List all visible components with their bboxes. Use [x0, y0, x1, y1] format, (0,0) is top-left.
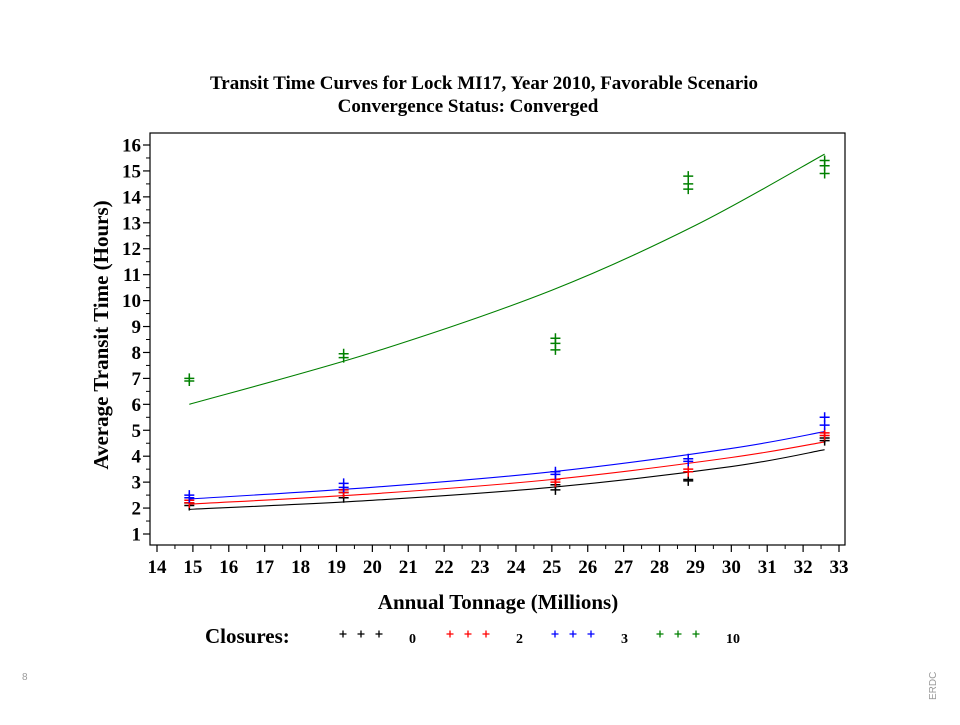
plot-frame — [149, 132, 846, 546]
legend-marker-3 — [569, 630, 577, 638]
x-axis: 14 15 16 17 18 19 20 21 22 23 24 25 26 27 28 29 30 31 32 33 — [148, 545, 849, 578]
fit-curve-2 — [189, 441, 825, 505]
data-point-10 — [550, 333, 561, 344]
y-tick-label: 1 — [132, 525, 142, 546]
x-tick-label: 32 — [794, 557, 813, 578]
chart-title: Transit Time Curves for Lock MI17, Year … — [210, 73, 758, 94]
y-tick-label: 4 — [132, 447, 142, 468]
legend-title: Closures: — [205, 624, 290, 648]
fitted-curves — [189, 153, 825, 510]
x-tick-label: 18 — [291, 557, 310, 578]
x-tick-label: 29 — [686, 557, 705, 578]
legend-label-2: 2 — [516, 632, 523, 647]
data-point-10 — [184, 373, 195, 384]
x-tick-label: 17 — [255, 557, 275, 578]
y-tick-label: 10 — [122, 291, 141, 312]
y-tick-label: 7 — [132, 369, 142, 390]
x-tick-label: 22 — [435, 557, 454, 578]
legend-marker-3 — [551, 630, 559, 638]
data-point-3 — [819, 412, 830, 423]
legend-marker-0 — [357, 630, 365, 638]
legend-label-0: 0 — [409, 632, 416, 647]
x-tick-label: 31 — [758, 557, 777, 578]
x-tick-label: 16 — [219, 557, 238, 578]
x-tick-label: 27 — [614, 557, 634, 578]
data-point-3 — [338, 478, 349, 489]
fit-curve-3 — [189, 431, 825, 500]
footer-right-logo: ERDC — [928, 672, 939, 700]
legend-marker-10 — [656, 630, 664, 638]
y-tick-label: 6 — [132, 395, 142, 416]
x-tick-label: 15 — [183, 557, 202, 578]
data-points — [184, 155, 830, 511]
y-tick-label: 14 — [122, 187, 142, 208]
legend-marker-2 — [464, 630, 472, 638]
x-tick-label: 20 — [363, 557, 382, 578]
x-tick-label: 25 — [542, 557, 561, 578]
legend-marker-2 — [482, 630, 490, 638]
data-point-3 — [550, 466, 561, 477]
fit-curve-10 — [189, 153, 825, 405]
data-point-10 — [683, 171, 694, 182]
y-tick-label: 12 — [122, 239, 141, 260]
y-tick-label: 9 — [132, 317, 142, 338]
legend-marker-0 — [339, 630, 347, 638]
data-point-10 — [338, 348, 349, 359]
fit-curve-0 — [189, 449, 825, 510]
data-point-3 — [184, 490, 195, 501]
y-tick-label: 2 — [132, 499, 142, 520]
x-tick-label: 21 — [399, 557, 418, 578]
x-tick-label: 23 — [471, 557, 490, 578]
legend-label-10: 10 — [726, 632, 740, 647]
data-point-10 — [819, 155, 830, 166]
x-tick-label: 19 — [327, 557, 346, 578]
y-tick-label: 16 — [122, 136, 141, 157]
footer-left: 8 — [22, 672, 28, 683]
x-tick-label: 24 — [506, 557, 526, 578]
x-axis-label: Annual Tonnage (Millions) — [378, 590, 618, 614]
legend: Closures: 0 2 3 10 — [205, 624, 740, 648]
y-tick-label: 3 — [132, 473, 142, 494]
x-tick-label: 33 — [830, 557, 849, 578]
legend-label-3: 3 — [621, 632, 628, 647]
y-tick-label: 15 — [122, 161, 141, 182]
x-tick-label: 26 — [578, 557, 597, 578]
data-point-3 — [683, 453, 694, 464]
legend-marker-10 — [674, 630, 682, 638]
legend-marker-0 — [375, 630, 383, 638]
x-tick-label: 14 — [148, 557, 168, 578]
y-tick-label: 8 — [132, 343, 142, 364]
x-tick-label: 30 — [722, 557, 741, 578]
y-tick-label: 5 — [132, 421, 142, 442]
y-tick-label: 11 — [123, 265, 141, 286]
x-tick-label: 28 — [650, 557, 669, 578]
legend-marker-10 — [692, 630, 700, 638]
chart-subtitle: Convergence Status: Converged — [338, 96, 599, 117]
y-tick-label: 13 — [122, 213, 141, 234]
y-axis-label: Average Transit Time (Hours) — [89, 200, 113, 469]
legend-marker-3 — [587, 630, 595, 638]
legend-marker-2 — [446, 630, 454, 638]
